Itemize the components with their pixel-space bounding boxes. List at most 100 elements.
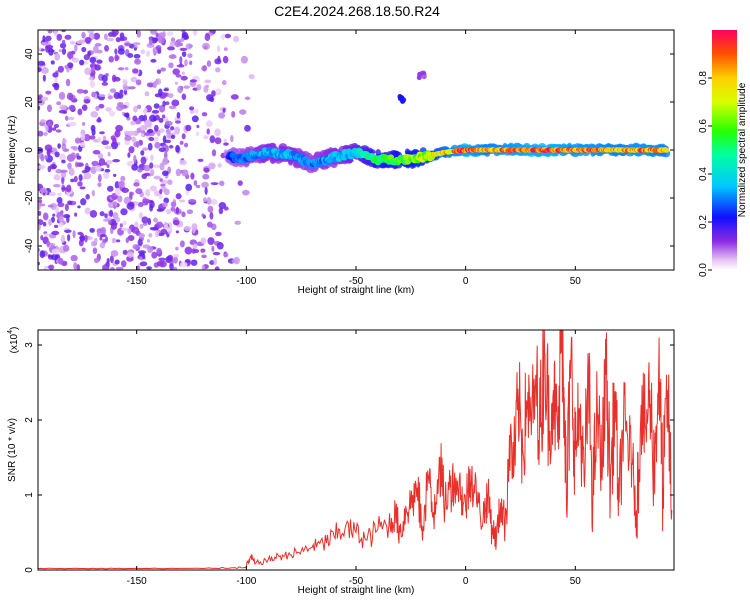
heatmap-noise-blob [73, 175, 78, 183]
heatmap-noise-blob [38, 248, 41, 252]
heatmap-noise-blob [130, 76, 138, 83]
heatmap-noise-blob [120, 175, 126, 182]
heatmap-noise-blob [215, 231, 222, 237]
heatmap-noise-blob [175, 230, 180, 234]
heatmap-noise-blob [155, 32, 159, 38]
heatmap-noise-blob [83, 98, 91, 104]
heatmap-noise-blob [77, 205, 81, 209]
heatmap-x-tick-label: -150 [127, 276, 147, 287]
heatmap-noise-blob [127, 227, 132, 235]
heatmap-noise-blob [158, 147, 166, 153]
heatmap-noise-blob [55, 129, 62, 133]
heatmap-noise-blob [179, 199, 186, 203]
heatmap-noise-blob [161, 114, 166, 119]
heatmap-noise-blob [58, 222, 64, 227]
heatmap-noise-blob [83, 172, 92, 180]
heatmap-noise-blob [231, 110, 236, 118]
heatmap-noise-blob [91, 189, 96, 197]
heatmap-noise-blob [110, 250, 119, 257]
heatmap-noise-blob [61, 187, 67, 191]
heatmap-noise-blob [209, 260, 215, 265]
heatmap-noise-blob [149, 185, 157, 192]
heatmap-noise-blob [190, 172, 195, 180]
heatmap-noise-blob [140, 156, 147, 165]
heatmap-noise-blob [175, 206, 179, 214]
heatmap-noise-blob [97, 182, 102, 187]
heatmap-noise-blob [64, 34, 72, 40]
heatmap-noise-blob [162, 135, 167, 144]
heatmap-noise-blob [38, 60, 46, 66]
heatmap-ridge-halo [265, 156, 271, 161]
heatmap-noise-blob [106, 185, 114, 192]
heatmap-noise-blob [201, 181, 209, 188]
heatmap-noise-blob [62, 138, 67, 144]
heatmap-noise-blob [209, 135, 216, 144]
heatmap-noise-blob [67, 122, 72, 126]
heatmap-noise-blob [124, 130, 131, 135]
heatmap-noise-blob [133, 141, 141, 148]
heatmap-noise-blob [89, 210, 98, 218]
heatmap-noise-blob [211, 90, 216, 97]
heatmap-noise-blob [151, 109, 160, 114]
heatmap-noise-blob [40, 119, 46, 123]
heatmap-noise-blob [102, 218, 110, 222]
heatmap-noise-blob [59, 42, 67, 49]
heatmap-noise-blob [149, 30, 157, 35]
heatmap-y-tick-label: -40 [24, 238, 35, 253]
heatmap-noise-blob [128, 191, 134, 196]
heatmap-noise-blob [132, 42, 141, 46]
heatmap-noise-blob [163, 188, 170, 196]
heatmap-noise-blob [127, 152, 131, 158]
heatmap-noise-blob [119, 36, 128, 41]
heatmap-noise-blob [197, 158, 204, 162]
heatmap-noise-blob [73, 262, 78, 270]
heatmap-noise-blob [174, 126, 181, 135]
heatmap-noise-blob [88, 77, 94, 81]
heatmap-noise-blob [111, 74, 117, 83]
heatmap-noise-blob [158, 117, 164, 123]
heatmap-noise-blob [66, 92, 74, 101]
heatmap-noise-blob [117, 180, 125, 188]
heatmap-noise-blob [181, 30, 186, 33]
heatmap-noise-blob [194, 108, 199, 114]
heatmap-noise-blob [112, 159, 120, 163]
heatmap-noise-blob [44, 155, 49, 160]
heatmap-noise-blob [158, 35, 165, 44]
heatmap-noise-blob [165, 128, 171, 135]
heatmap-noise-blob [53, 82, 60, 91]
heatmap-noise-blob [189, 106, 195, 111]
snr-series-line [38, 330, 673, 570]
heatmap-noise-blob [179, 261, 188, 268]
heatmap-noise-blob [206, 60, 212, 67]
heatmap-noise-blob [203, 135, 209, 140]
heatmap-noise-blob [139, 125, 148, 131]
heatmap-noise-blob [139, 261, 148, 267]
heatmap-noise-blob [148, 233, 153, 238]
heatmap-noise-blob [242, 189, 250, 196]
heatmap-noise-blob [133, 105, 138, 113]
heatmap-noise-blob [77, 231, 83, 236]
heatmap-noise-blob [209, 212, 214, 220]
heatmap-noise-blob [99, 211, 105, 217]
heatmap-noise-blob [66, 234, 71, 242]
heatmap-noise-blob [78, 39, 86, 44]
snr-x-label: Height of straight line (km) [298, 585, 415, 596]
snr-y-scale-note: (x104) [7, 327, 20, 354]
heatmap-noise-blob [99, 236, 103, 241]
heatmap-noise-blob [89, 227, 95, 233]
snr-x-tick-label: -100 [236, 576, 256, 587]
heatmap-noise-blob [206, 94, 214, 102]
heatmap-noise-blob [84, 234, 88, 243]
heatmap-panel: -150 -100 -50 0 50 -40 -20 0 20 40 Height of str… [7, 29, 675, 296]
heatmap-noise-blob [151, 251, 158, 259]
heatmap-noise-blob [216, 242, 224, 250]
heatmap-noise-blob [43, 233, 50, 237]
heatmap-noise-blob [142, 198, 150, 204]
heatmap-noise-blob [181, 93, 187, 100]
snr-y-scale-close: ) [9, 327, 20, 330]
heatmap-noise-blob [191, 223, 198, 232]
heatmap-noise-blob [62, 110, 67, 114]
heatmap-noise-blob [74, 161, 79, 168]
heatmap-noise-blob [47, 121, 52, 127]
